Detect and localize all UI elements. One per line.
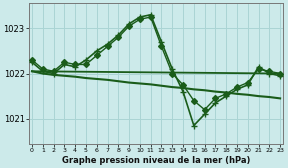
- X-axis label: Graphe pression niveau de la mer (hPa): Graphe pression niveau de la mer (hPa): [62, 156, 250, 164]
